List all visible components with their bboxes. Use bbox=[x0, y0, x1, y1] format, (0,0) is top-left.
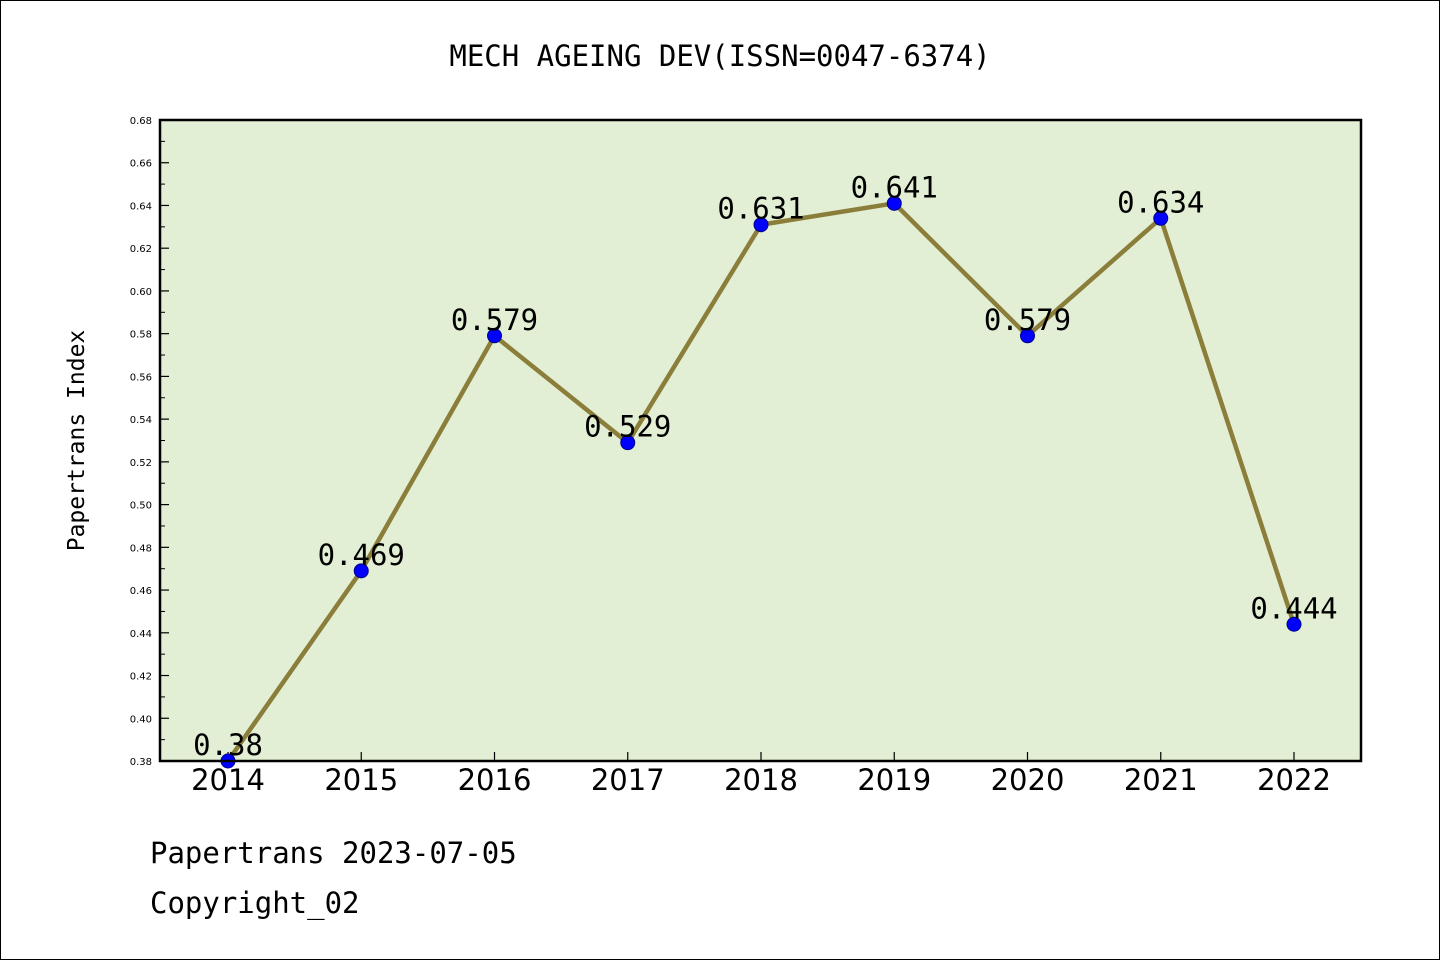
data-label: 0.634 bbox=[1117, 185, 1204, 219]
x-tick-label: 2014 bbox=[191, 763, 265, 797]
y-tick-label: 0.50 bbox=[130, 501, 152, 512]
x-tick-label: 2020 bbox=[991, 763, 1065, 797]
y-tick-label: 0.38 bbox=[130, 757, 152, 768]
x-tick-label: 2022 bbox=[1257, 763, 1331, 797]
data-label: 0.641 bbox=[851, 170, 938, 204]
data-label: 0.469 bbox=[318, 538, 405, 572]
data-label: 0.579 bbox=[984, 303, 1071, 337]
y-tick-label: 0.66 bbox=[130, 159, 152, 170]
x-tick-label: 2021 bbox=[1124, 763, 1198, 797]
data-label: 0.529 bbox=[584, 410, 671, 444]
data-point bbox=[1153, 210, 1169, 226]
data-point bbox=[753, 217, 769, 233]
data-label: 0.579 bbox=[451, 303, 538, 337]
x-tick-label: 2018 bbox=[724, 763, 798, 797]
data-point bbox=[353, 563, 369, 579]
plot-border bbox=[158, 118, 1363, 763]
data-point bbox=[1286, 616, 1302, 632]
data-label: 0.444 bbox=[1250, 591, 1337, 625]
x-tick-label: 2019 bbox=[857, 763, 931, 797]
chart-title: MECH AGEING DEV(ISSN=0047-6374) bbox=[449, 39, 990, 73]
data-label: 0.631 bbox=[717, 192, 804, 226]
data-point bbox=[620, 435, 636, 451]
y-tick-label: 0.46 bbox=[130, 586, 152, 597]
x-tick-label: 2017 bbox=[591, 763, 665, 797]
y-tick-label: 0.48 bbox=[130, 543, 152, 554]
y-tick-label: 0.68 bbox=[130, 116, 152, 127]
x-tick-label: 2015 bbox=[324, 763, 398, 797]
y-tick-label: 0.44 bbox=[130, 629, 152, 640]
y-tick-label: 0.56 bbox=[130, 372, 152, 383]
data-label: 0.38 bbox=[193, 728, 263, 762]
footer-copyright-text: Copyright_02 bbox=[150, 886, 360, 920]
y-axis-label: Papertrans Index bbox=[64, 330, 90, 552]
y-tick-label: 0.60 bbox=[130, 287, 152, 298]
x-tick-label: 2016 bbox=[458, 763, 532, 797]
y-tick-label: 0.58 bbox=[130, 330, 152, 341]
data-point bbox=[886, 195, 902, 211]
data-point bbox=[487, 328, 502, 344]
y-tick-label: 0.40 bbox=[130, 714, 152, 725]
footer-date-text: Papertrans 2023-07-05 bbox=[150, 836, 517, 870]
y-tick-label: 0.64 bbox=[130, 201, 152, 212]
y-tick-label: 0.54 bbox=[130, 415, 152, 426]
data-point bbox=[1020, 328, 1035, 344]
y-tick-label: 0.42 bbox=[130, 672, 152, 683]
y-tick-label: 0.52 bbox=[130, 458, 152, 469]
y-tick-label: 0.62 bbox=[130, 244, 152, 255]
